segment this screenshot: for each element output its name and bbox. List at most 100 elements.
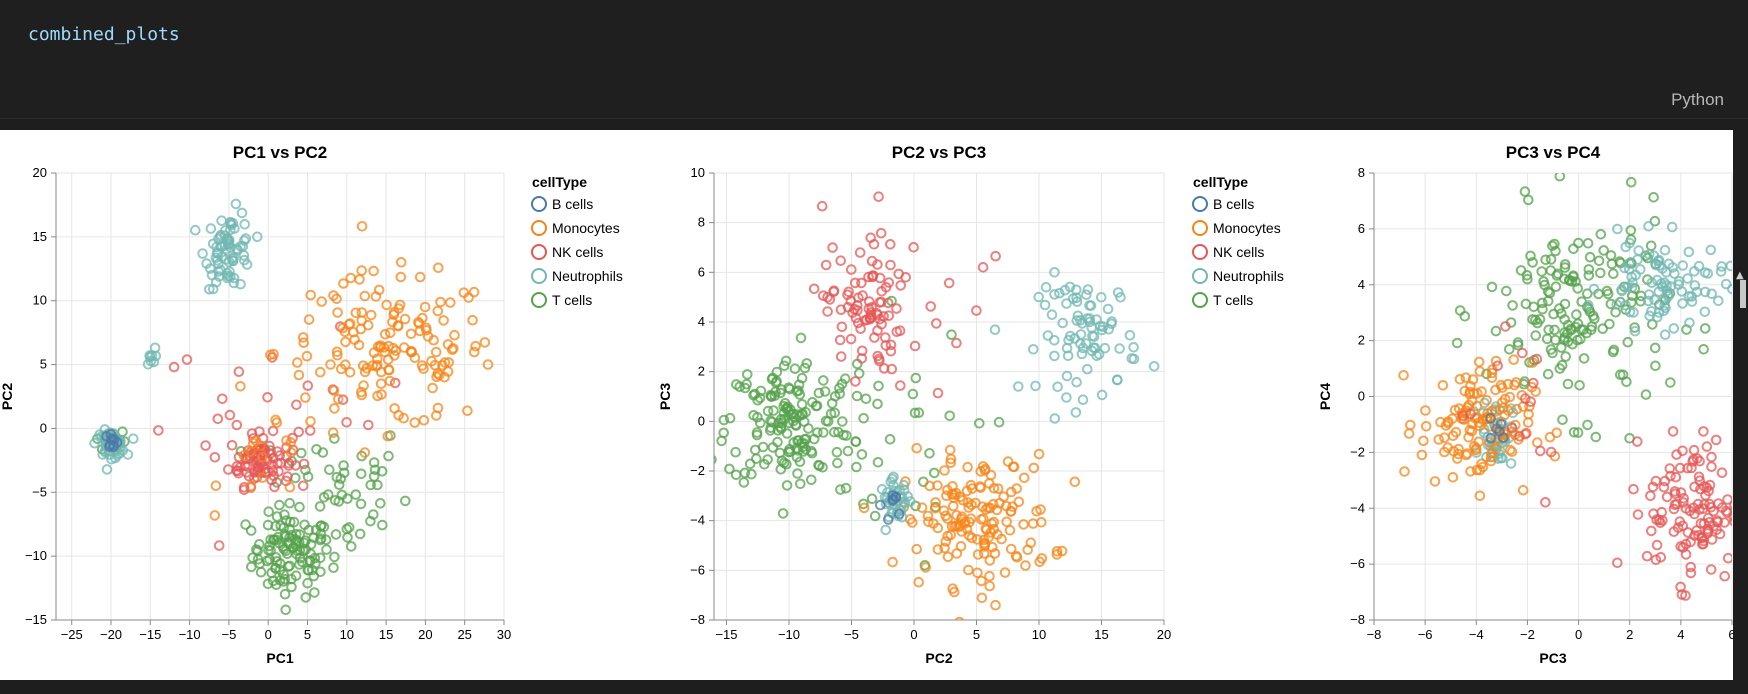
data-point (1442, 417, 1454, 429)
data-point (1454, 374, 1466, 385)
scatter-panel-2: −15 −10 −5 0 5 10 15 20 −8 −6 −4 −2 0 2 4 6 8 10 PC2 vs PC… (657, 143, 1284, 666)
data-point (216, 215, 227, 226)
x-tick-label: 20 (1157, 627, 1171, 642)
data-point (867, 270, 879, 281)
data-point (925, 301, 937, 312)
data-point (342, 493, 353, 505)
data-point (289, 533, 301, 545)
data-point (783, 417, 795, 429)
data-point (1632, 509, 1644, 520)
data-point (816, 200, 828, 212)
data-point (1128, 342, 1139, 353)
data-point (980, 504, 992, 515)
data-point (1729, 500, 1732, 510)
data-point (274, 499, 285, 511)
data-point (1481, 394, 1492, 406)
data-point (432, 305, 444, 317)
data-point (1530, 330, 1541, 341)
code-cell-input[interactable]: combined_plots Python (0, 0, 1748, 119)
data-point (1605, 298, 1617, 310)
output-scrollbar[interactable] (1733, 130, 1748, 680)
x-tick-label: 2 (1626, 627, 1633, 642)
data-point (1601, 285, 1613, 297)
y-tick-label: 5 (40, 357, 47, 372)
data-point (235, 278, 246, 290)
data-point (825, 408, 837, 420)
data-point (1626, 282, 1638, 293)
data-point (820, 259, 832, 271)
data-point (361, 363, 373, 374)
data-point (1492, 360, 1503, 372)
data-point (1652, 311, 1663, 323)
data-point (827, 242, 838, 253)
data-point (1627, 277, 1638, 288)
data-point (874, 297, 886, 308)
data-point (1720, 505, 1732, 517)
data-point (1720, 278, 1732, 290)
data-point (268, 575, 279, 587)
scrollbar-thumb[interactable] (1740, 280, 1746, 308)
data-point (263, 506, 275, 518)
scroll-up-arrow-icon[interactable]: ▲ (1736, 270, 1744, 281)
data-point (376, 389, 387, 400)
data-point (845, 295, 857, 307)
data-point (309, 587, 320, 598)
data-point (333, 393, 344, 405)
data-point (305, 548, 316, 560)
data-point (348, 326, 359, 338)
data-point (1559, 262, 1571, 273)
data-point (1590, 431, 1602, 443)
data-point (212, 413, 224, 425)
data-point (279, 588, 291, 600)
data-point (239, 254, 250, 266)
data-point (416, 360, 428, 371)
data-point (214, 231, 226, 243)
data-point (1511, 403, 1523, 415)
data-point (1504, 391, 1516, 403)
data-point (329, 551, 340, 563)
data-point (342, 532, 353, 543)
data-point (419, 301, 431, 313)
data-point (1504, 444, 1516, 456)
data-point (1582, 238, 1594, 249)
data-point (990, 250, 1001, 262)
data-point (1542, 368, 1554, 380)
data-point (418, 415, 430, 426)
data-point (1705, 244, 1717, 256)
data-point (1675, 541, 1686, 552)
data-point (781, 480, 793, 491)
data-point (240, 233, 252, 244)
combined-plots-svg: −25 −20 −15 −10 −5 0 5 10 15 20 25 30−15−10−5051015… (0, 143, 1733, 666)
data-point (875, 227, 887, 239)
data-point (766, 416, 778, 428)
y-tick-label: 10 (691, 165, 705, 180)
data-point (853, 368, 865, 379)
data-point (1556, 342, 1567, 353)
code-text[interactable]: combined_plots (28, 24, 180, 45)
data-point (200, 440, 211, 451)
data-point (97, 449, 108, 460)
data-point (858, 502, 870, 514)
data-point (293, 369, 305, 381)
data-point (714, 454, 717, 465)
data-point (751, 453, 762, 465)
data-point (1013, 496, 1025, 508)
data-point (1686, 296, 1698, 307)
data-point (1071, 376, 1082, 388)
y-tick-label: −8 (690, 612, 705, 627)
data-point (1725, 260, 1732, 272)
data-point (703, 382, 712, 391)
data-point (977, 262, 989, 273)
data-point (1575, 333, 1586, 345)
data-point (506, 446, 515, 455)
data-point (1648, 192, 1659, 203)
data-point (128, 433, 139, 445)
x-tick-label: 5 (973, 627, 980, 642)
data-point (1680, 538, 1692, 550)
data-point (227, 217, 239, 229)
legend-symbol (531, 220, 547, 236)
data-point (792, 468, 803, 479)
data-point (239, 219, 250, 230)
data-point (900, 272, 912, 283)
legend-label: T cells (1213, 292, 1253, 308)
